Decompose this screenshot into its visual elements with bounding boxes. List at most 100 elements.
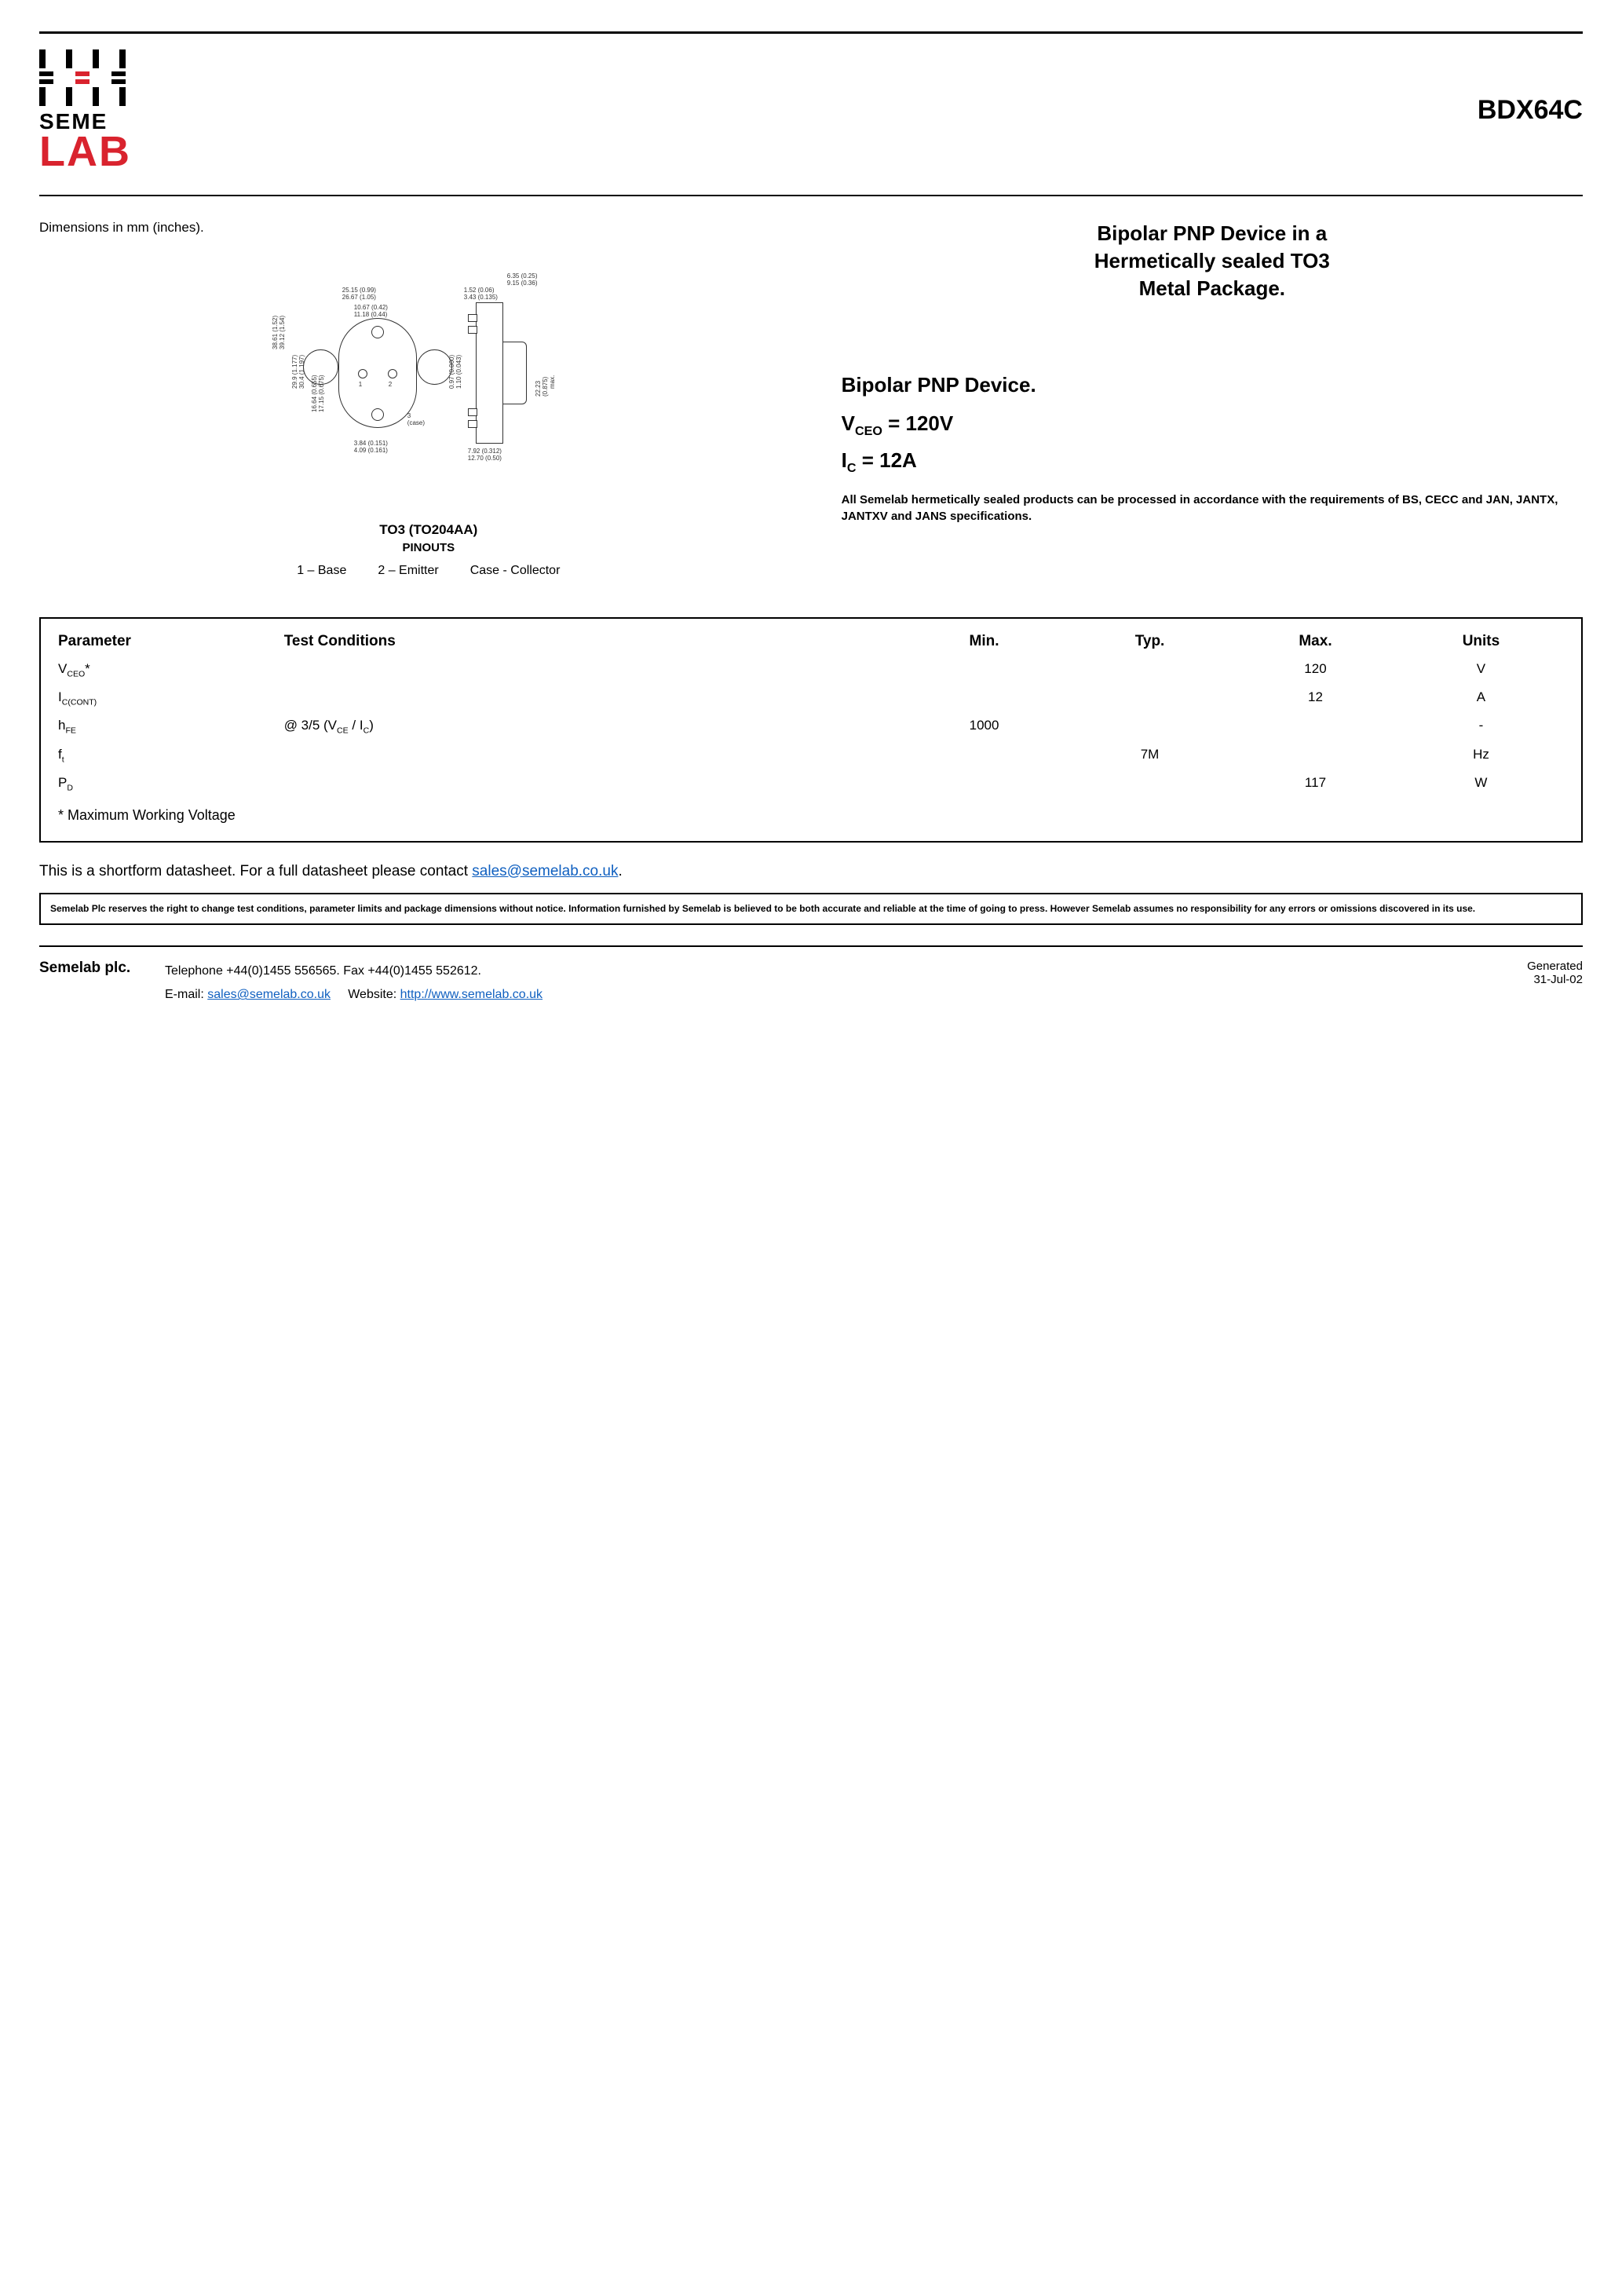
footer: Semelab plc. Telephone +44(0)1455 556565… (39, 945, 1583, 1007)
r3-psub: t (62, 755, 64, 764)
pin-2-label: 2 (389, 381, 392, 388)
table-row: IC(CONT) 12 A (58, 689, 1564, 707)
dim-a1: 1.52 (0.06) (464, 287, 495, 294)
logo: SEME LAB (39, 49, 131, 171)
parameter-table: Parameter Test Conditions Min. Typ. Max.… (39, 617, 1583, 843)
r0-psub: CEO (67, 669, 85, 678)
disclaimer: Semelab Plc reserves the right to change… (39, 893, 1583, 925)
r3-unit: Hz (1398, 747, 1564, 762)
pinout-subtitle: PINOUTS (39, 541, 818, 554)
r2-unit: - (1398, 718, 1564, 733)
pin-3-label: 3 (407, 412, 411, 419)
pinout-row: 1 – Base 2 – Emitter Case - Collector (39, 564, 818, 578)
th-test: Test Conditions (284, 633, 901, 650)
pinout-3: Case - Collector (470, 564, 561, 578)
ic-spec: IC = 12A (842, 448, 1583, 476)
r0-star: * (85, 661, 90, 676)
pinout-2: 2 – Emitter (378, 564, 438, 578)
main-title: Bipolar PNP Device in a Hermetically sea… (842, 220, 1583, 302)
shortform-post: . (618, 863, 622, 879)
table-row: PD 117 W (58, 775, 1564, 792)
r1-unit: A (1398, 689, 1564, 705)
dim-b2: 9.15 (0.36) (507, 280, 538, 287)
top-rule (39, 31, 1583, 34)
pin-1-label: 1 (359, 381, 362, 388)
footer-site-link[interactable]: http://www.semelab.co.uk (400, 988, 542, 1001)
logo-text-lab: LAB (39, 133, 131, 171)
pinout-title: TO3 (TO204AA) (39, 522, 818, 538)
shortform-pre: This is a shortform datasheet. For a ful… (39, 863, 472, 879)
dim-d1: 3.84 (0.151) (354, 440, 388, 447)
dim-w2: 26.67 (1.05) (342, 294, 376, 301)
part-number: BDX64C (1478, 95, 1583, 126)
th-units: Units (1398, 633, 1564, 650)
r3-typ: 7M (1067, 747, 1233, 762)
r2-min: 1000 (901, 718, 1067, 733)
left-column: Dimensions in mm (inches). 25.15 (0.99) … (39, 220, 818, 578)
vceo-value: = 120V (882, 411, 953, 435)
footer-gen-label: Generated (1527, 960, 1583, 973)
vceo-sub: CEO (855, 424, 882, 438)
dim-e1: 22.23 (535, 381, 542, 397)
th-parameter: Parameter (58, 633, 284, 650)
ic-label: I (842, 448, 847, 472)
r2-test: @ 3/5 (VCE / IC) (284, 718, 901, 735)
device-subtitle: Bipolar PNP Device. (842, 373, 1583, 397)
footer-site-label: Website: (331, 988, 400, 1001)
dim-w4: 11.18 (0.44) (354, 311, 388, 318)
right-column: Bipolar PNP Device in a Hermetically sea… (842, 220, 1583, 578)
to3-side-view-icon: 1.52 (0.06) 3.43 (0.135) 6.35 (0.25) 9.1… (448, 287, 542, 459)
dim-h5: 16.64 (0.655) (311, 375, 318, 412)
dim-h1: 38.61 (1.52) (272, 315, 279, 349)
dim-w3: 10.67 (0.42) (354, 304, 388, 311)
dim-d2: 4.09 (0.161) (354, 447, 388, 454)
ic-sub: C (847, 461, 857, 475)
dim-h3: 29.9 (1.177) (291, 354, 298, 388)
th-max: Max. (1233, 633, 1398, 650)
header-rule (39, 195, 1583, 196)
title-line-2: Hermetically sealed TO3 (1094, 249, 1330, 272)
dim-a2: 3.43 (0.135) (464, 294, 498, 301)
title-line-3: Metal Package. (1139, 276, 1285, 300)
footer-email-label: E-mail: (165, 988, 207, 1001)
dim-e3: max. (549, 375, 556, 388)
footer-company: Semelab plc. (39, 960, 165, 977)
shortform-email-link[interactable]: sales@semelab.co.uk (472, 863, 618, 879)
dim-h2: 39.12 (1.54) (279, 315, 286, 349)
r2-psub: FE (65, 726, 75, 736)
logo-bars-icon (39, 49, 126, 106)
header: SEME LAB BDX64C (39, 42, 1583, 187)
r0-param: V (58, 661, 67, 676)
table-row: VCEO* 120 V (58, 661, 1564, 678)
r1-max: 12 (1233, 689, 1398, 705)
pinout-1: 1 – Base (297, 564, 346, 578)
dim-sd1: 7.92 (0.312) (468, 448, 502, 455)
r4-psub: D (67, 784, 73, 793)
package-diagram: 25.15 (0.99) 26.67 (1.05) 10.67 (0.42) 1… (39, 247, 818, 499)
pin-3-note: (case) (407, 419, 425, 426)
dimensions-label: Dimensions in mm (inches). (39, 220, 818, 236)
footer-phone: Telephone +44(0)1455 556565. Fax +44(0)1… (165, 960, 1527, 983)
vceo-spec: VCEO = 120V (842, 411, 1583, 439)
footer-email-link[interactable]: sales@semelab.co.uk (207, 988, 331, 1001)
table-footnote: * Maximum Working Voltage (58, 807, 1564, 824)
th-typ: Typ. (1067, 633, 1233, 650)
table-header-row: Parameter Test Conditions Min. Typ. Max.… (58, 633, 1564, 650)
r1-psub: C(CONT) (62, 697, 97, 707)
dim-w1: 25.15 (0.99) (342, 287, 376, 294)
footer-contact: Telephone +44(0)1455 556565. Fax +44(0)1… (165, 960, 1527, 1007)
footer-gen-date: 31-Jul-02 (1527, 973, 1583, 986)
dim-h4: 30.4 (1.197) (298, 354, 305, 388)
table-row: hFE @ 3/5 (VCE / IC) 1000 - (58, 718, 1564, 735)
dim-e2: (0.875) (542, 376, 549, 396)
ic-value: = 12A (856, 448, 916, 472)
shortform-note: This is a shortform datasheet. For a ful… (39, 863, 1583, 880)
vceo-label: V (842, 411, 855, 435)
r0-unit: V (1398, 661, 1564, 677)
r4-param: P (58, 775, 67, 790)
dim-b1: 6.35 (0.25) (507, 272, 538, 280)
title-line-1: Bipolar PNP Device in a (1097, 221, 1327, 245)
footer-generated: Generated 31-Jul-02 (1527, 960, 1583, 986)
dim-c2: 1.10 (0.043) (455, 354, 462, 388)
hermetic-note: All Semelab hermetically sealed products… (842, 492, 1583, 525)
